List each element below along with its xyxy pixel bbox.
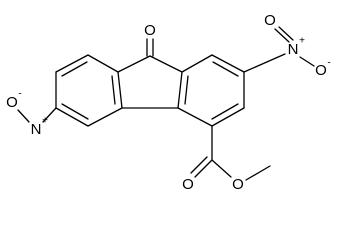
structure-diagram: O N + O O - N + O - O O	[6, 12, 331, 193]
atom-charge: -	[327, 58, 330, 69]
atom-charge: +	[299, 36, 305, 47]
atom-label: O	[182, 176, 194, 193]
atom-label: O	[232, 176, 244, 193]
atom-label: O	[315, 62, 327, 79]
atom-label: N	[31, 121, 42, 138]
atom-label: O	[6, 94, 18, 111]
atom-label: O	[264, 12, 276, 29]
atom-charge: +	[42, 116, 48, 127]
atom-label: O	[144, 22, 156, 39]
atom-charge: -	[18, 89, 21, 100]
atom-label: N	[288, 41, 299, 58]
bonds	[17, 26, 315, 181]
